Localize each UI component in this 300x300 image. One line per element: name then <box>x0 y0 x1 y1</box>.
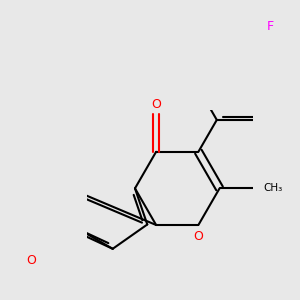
Text: F: F <box>267 20 274 33</box>
Text: O: O <box>194 230 203 242</box>
Text: CH₃: CH₃ <box>263 183 283 194</box>
Text: O: O <box>26 254 36 267</box>
Text: O: O <box>151 98 161 111</box>
